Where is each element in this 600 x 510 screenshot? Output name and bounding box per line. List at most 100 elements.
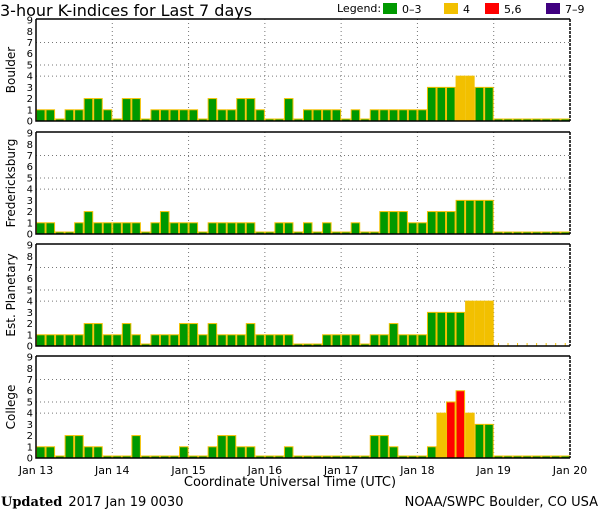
bar [388,323,399,347]
bar [398,211,408,235]
y-tick-label: 7 [27,263,33,274]
bar [150,334,160,347]
axis [35,19,570,122]
bar [255,109,265,122]
bar [93,98,103,122]
bar [150,109,160,122]
bar [436,211,447,235]
bar [331,109,342,122]
y-tick-label: 0 [27,117,33,128]
y-tick-label: 0 [27,454,33,465]
bar [379,334,389,347]
bar [83,98,94,122]
bar [112,222,122,235]
bar [102,109,113,122]
bar [407,334,418,347]
bar [131,334,141,347]
bar [226,222,237,235]
y-tick-label: 3 [27,83,33,94]
bar [379,109,389,122]
bar [236,446,246,459]
bar [274,334,284,347]
bar [274,222,284,235]
y-tick-label: 2 [27,94,33,105]
bar [45,109,56,122]
bar [45,222,56,235]
y-tick-label: 8 [27,140,33,151]
bar [83,211,94,235]
bar [436,311,447,347]
bar [179,323,189,347]
bar [207,98,218,122]
bar [64,334,75,347]
bar [179,222,189,235]
y-tick-label: 9 [27,241,33,252]
bar [322,109,332,122]
bar [217,334,227,347]
y-tick-label: 6 [27,386,33,397]
bar [131,98,141,122]
x-tick-label: Jan 19 [475,464,510,477]
y-tick-label: 1 [27,218,33,229]
bar [131,222,141,235]
y-tick-label: 1 [27,105,33,116]
updated-label: Updated [1,495,62,510]
bar [350,334,361,347]
bar [465,75,475,122]
bar [283,446,294,459]
panel-label: Est. Planetary [4,253,18,336]
bar [179,446,189,459]
bar [159,109,170,122]
bar [150,222,160,235]
updated-line: Updated 2017 Jan 19 0030 [1,495,183,510]
bar [369,435,380,459]
bar [283,222,294,235]
bar [121,98,132,122]
y-tick-label: 5 [27,285,33,296]
bar [455,199,466,235]
bar [474,423,485,459]
legend-swatch [546,3,560,14]
bar [236,334,246,347]
y-tick-label: 2 [27,319,33,330]
bar [207,222,218,235]
legend-swatch [383,3,397,14]
bar [102,334,113,347]
bar [36,446,46,459]
bar [245,446,256,459]
bar [398,334,408,347]
x-tick-label: Jan 17 [323,464,358,477]
bar [484,300,494,347]
bar [484,199,494,235]
y-tick-label: 8 [27,364,33,375]
bar [465,412,475,459]
bar [93,446,103,459]
bar [446,211,456,235]
legend-entry-label: 7–9 [565,3,585,16]
x-axis-title: Coordinate Universal Time (UTC) [184,475,396,490]
bar [121,323,132,347]
bar [474,86,485,122]
x-tick-label: Jan 13 [18,464,53,477]
bar [331,334,342,347]
bar [407,109,418,122]
bar [426,446,437,459]
bar [83,323,94,347]
y-tick-label: 7 [27,375,33,386]
legend-entry-label: 4 [463,3,470,16]
legend-swatch [485,3,499,14]
y-tick-label: 5 [27,173,33,184]
bar [83,446,94,459]
legend-entry-label: 0–3 [402,3,422,16]
bar [207,323,218,347]
y-tick-label: 3 [27,308,33,319]
y-tick-label: 6 [27,274,33,285]
bar [159,334,170,347]
y-tick-label: 4 [27,185,33,196]
bar [350,222,361,235]
bar [255,334,265,347]
bar [465,199,475,235]
